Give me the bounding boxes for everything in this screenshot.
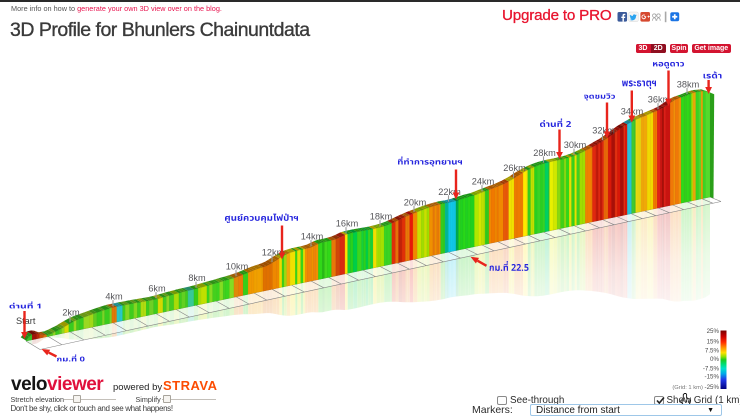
svg-text:20km: 20km bbox=[404, 197, 427, 207]
svg-text:2km: 2km bbox=[62, 308, 80, 318]
svg-text:Start: Start bbox=[16, 316, 36, 326]
svg-text:7.5%: 7.5% bbox=[705, 348, 720, 355]
svg-text:18km: 18km bbox=[370, 212, 393, 222]
svg-text:8km: 8km bbox=[188, 273, 206, 283]
svg-text:38km: 38km bbox=[677, 80, 700, 90]
svg-text:25%: 25% bbox=[707, 328, 720, 335]
svg-text:15%: 15% bbox=[707, 339, 720, 346]
svg-text:12km: 12km bbox=[262, 247, 285, 257]
svg-text:16km: 16km bbox=[336, 219, 359, 229]
svg-text:4km: 4km bbox=[105, 292, 123, 302]
svg-text:14km: 14km bbox=[301, 232, 324, 242]
svg-text:0%: 0% bbox=[710, 356, 719, 363]
svg-text:-7.5%: -7.5% bbox=[703, 366, 720, 373]
svg-text:36km: 36km bbox=[648, 95, 671, 105]
svg-text:10km: 10km bbox=[226, 262, 249, 272]
svg-text:-15%: -15% bbox=[705, 374, 720, 381]
svg-text:32km: 32km bbox=[592, 126, 615, 136]
svg-text:22km: 22km bbox=[438, 187, 461, 197]
svg-text:6km: 6km bbox=[148, 284, 166, 294]
svg-text:30km: 30km bbox=[564, 140, 587, 150]
svg-text:(Grid: 1 km) -25%: (Grid: 1 km) -25% bbox=[672, 384, 719, 391]
svg-text:26km: 26km bbox=[503, 163, 526, 173]
svg-text:24km: 24km bbox=[472, 177, 495, 187]
svg-text:28km: 28km bbox=[533, 148, 556, 158]
